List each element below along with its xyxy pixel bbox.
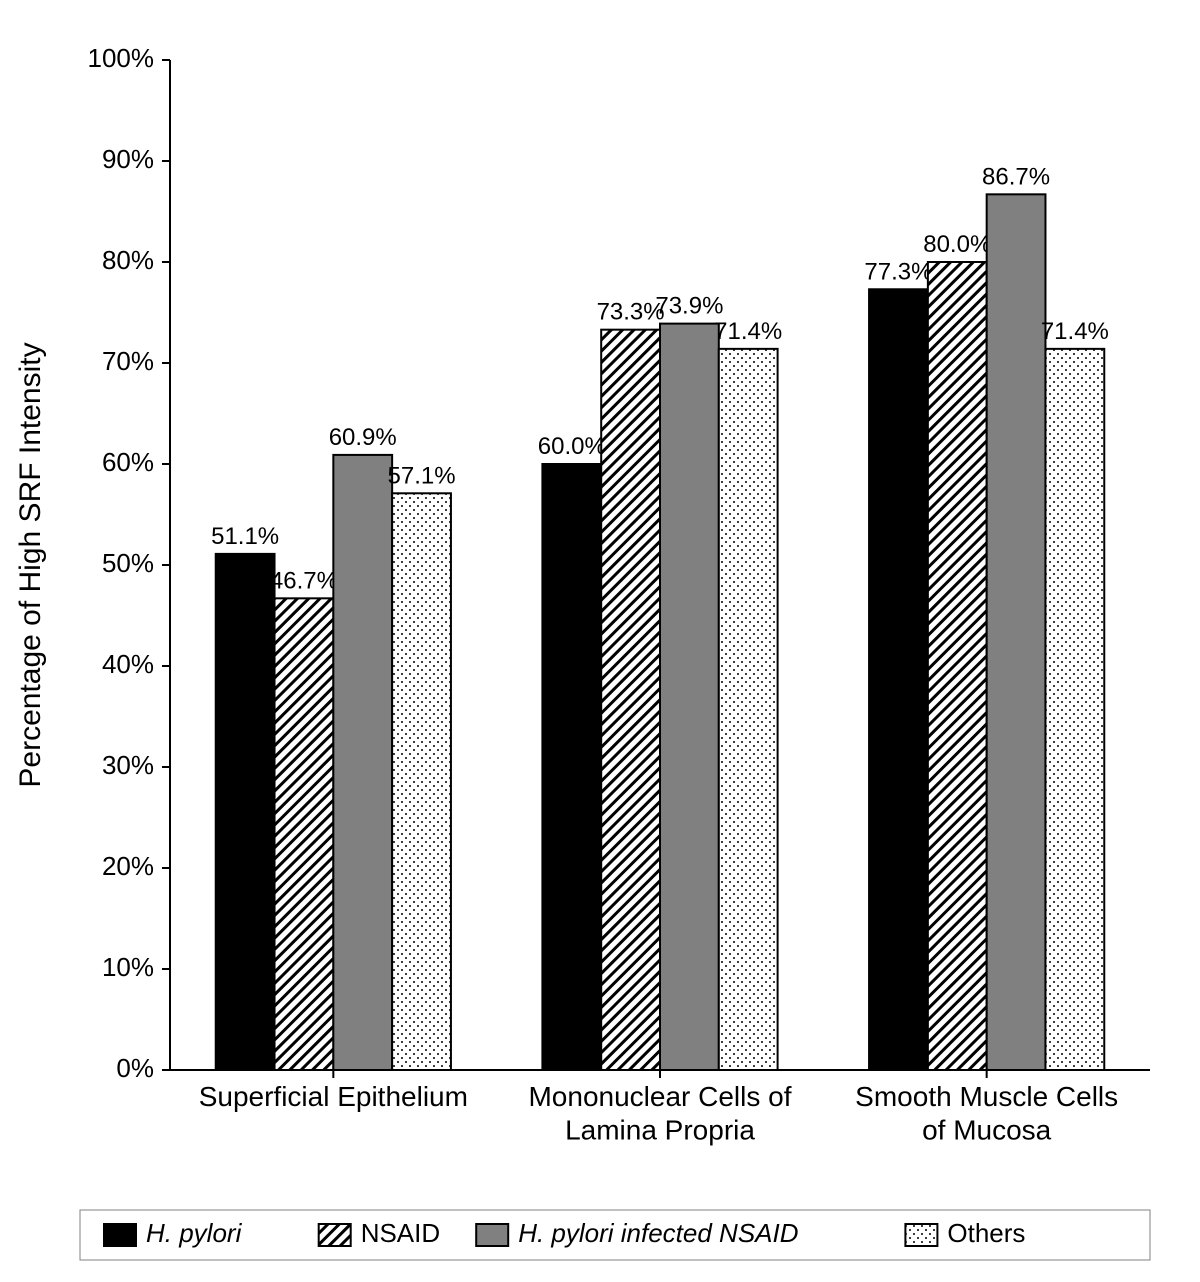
bar-value-label: 46.7% bbox=[270, 567, 338, 594]
bar-chart: 0% 10% 20% 30% 40% 50% 60% 70% 80% 90% 100% Percent… bbox=[0, 0, 1200, 1282]
y-tick-label: 70% bbox=[102, 346, 154, 376]
bar-value-label: 60.0% bbox=[538, 433, 606, 460]
bar-others bbox=[719, 349, 778, 1070]
legend-label-hpylori: H. pylori bbox=[146, 1218, 243, 1248]
bar-hpylori bbox=[216, 554, 275, 1070]
legend-swatch-nsaid bbox=[319, 1224, 351, 1246]
legend-label-hpnsaid: H. pylori infected NSAID bbox=[518, 1218, 798, 1248]
x-category-label: Mononuclear Cells of bbox=[528, 1081, 791, 1112]
x-category-label: Superficial Epithelium bbox=[199, 1081, 468, 1112]
legend-label-others: Others bbox=[947, 1218, 1025, 1248]
legend-swatch-others bbox=[905, 1224, 937, 1246]
y-tick-label: 90% bbox=[102, 144, 154, 174]
y-tick-label: 100% bbox=[88, 43, 155, 73]
bar-hpnsaid bbox=[333, 455, 392, 1070]
y-tick-label: 10% bbox=[102, 952, 154, 982]
x-category-label: Lamina Propria bbox=[565, 1115, 755, 1146]
y-tick-label: 0% bbox=[116, 1053, 154, 1083]
y-tick-label: 50% bbox=[102, 548, 154, 578]
y-tick-label: 80% bbox=[102, 245, 154, 275]
bar-nsaid bbox=[275, 598, 334, 1070]
legend-swatch-hpnsaid bbox=[476, 1224, 508, 1246]
bar-nsaid bbox=[601, 330, 660, 1070]
bar-value-label: 71.4% bbox=[1041, 318, 1109, 345]
bar-hpnsaid bbox=[987, 194, 1046, 1070]
bar-value-label: 80.0% bbox=[923, 231, 991, 258]
legend-swatch-hpylori bbox=[104, 1224, 136, 1246]
x-category-label: of Mucosa bbox=[922, 1115, 1052, 1146]
bar-hpnsaid bbox=[660, 324, 719, 1070]
x-category-label: Smooth Muscle Cells bbox=[855, 1081, 1118, 1112]
bar-others bbox=[1045, 349, 1104, 1070]
bar-value-label: 71.4% bbox=[714, 318, 782, 345]
bar-nsaid bbox=[928, 262, 987, 1070]
y-tick-label: 20% bbox=[102, 851, 154, 881]
legend-label-nsaid: NSAID bbox=[361, 1218, 440, 1248]
y-tick-label: 60% bbox=[102, 447, 154, 477]
bar-value-label: 73.9% bbox=[655, 293, 723, 320]
bar-hpylori bbox=[542, 464, 601, 1070]
bar-others bbox=[392, 493, 451, 1070]
bar-value-label: 77.3% bbox=[864, 258, 932, 285]
chart-container: 0% 10% 20% 30% 40% 50% 60% 70% 80% 90% 100% Percent… bbox=[0, 0, 1200, 1282]
y-tick-label: 40% bbox=[102, 649, 154, 679]
y-tick-label: 30% bbox=[102, 750, 154, 780]
bar-value-label: 51.1% bbox=[211, 523, 279, 550]
y-axis-title: Percentage of High SRF Intensity bbox=[14, 342, 47, 787]
bar-hpylori bbox=[869, 289, 928, 1070]
bar-value-label: 60.9% bbox=[329, 424, 397, 451]
bar-value-label: 86.7% bbox=[982, 163, 1050, 190]
bar-value-label: 57.1% bbox=[388, 462, 456, 489]
